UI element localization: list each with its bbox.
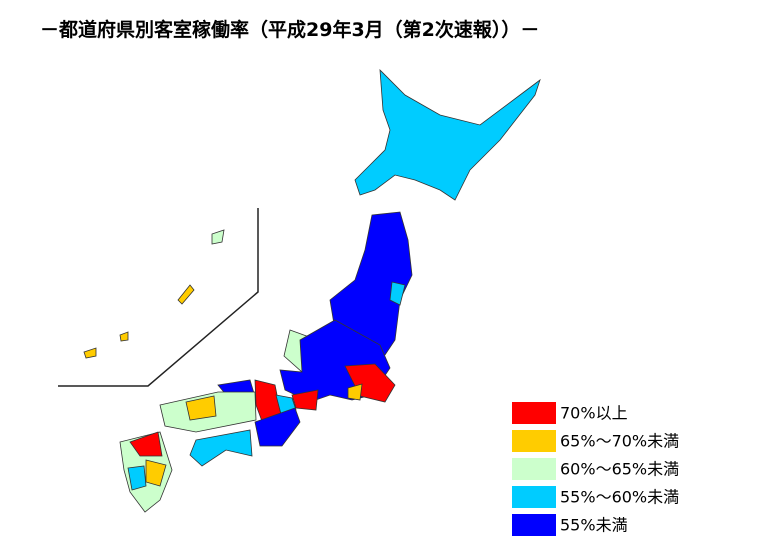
legend: 70%以上 65%～70%未満 60%～65%未満 55%～60%未満 55%未満	[512, 402, 679, 536]
prefecture	[83, 347, 97, 359]
prefecture	[211, 229, 225, 245]
japan-map	[83, 68, 541, 513]
legend-label: 70%以上	[560, 404, 628, 423]
legend-swatch	[512, 486, 556, 508]
legend-swatch	[512, 458, 556, 480]
prefecture	[189, 429, 253, 467]
prefecture	[127, 465, 147, 491]
prefecture	[347, 383, 363, 401]
prefecture	[177, 284, 195, 305]
prefecture	[329, 211, 413, 356]
prefecture	[354, 68, 541, 201]
prefecture	[185, 395, 217, 421]
legend-swatch	[512, 514, 556, 536]
prefecture	[129, 431, 163, 457]
prefecture	[119, 331, 129, 342]
prefecture	[291, 389, 319, 411]
prefecture	[254, 407, 301, 447]
legend-label: 55%未満	[560, 516, 628, 535]
prefecture	[389, 281, 406, 306]
legend-label: 65%～70%未満	[560, 432, 679, 451]
title: －都道府県別客室稼働率（平成29年3月（第2次速報））－	[40, 18, 539, 41]
legend-swatch	[512, 402, 556, 424]
legend-label: 55%～60%未満	[560, 488, 679, 507]
inset-border	[58, 208, 259, 387]
prefecture	[145, 459, 167, 487]
legend-label: 60%～65%未満	[560, 460, 679, 479]
legend-swatch	[512, 430, 556, 452]
